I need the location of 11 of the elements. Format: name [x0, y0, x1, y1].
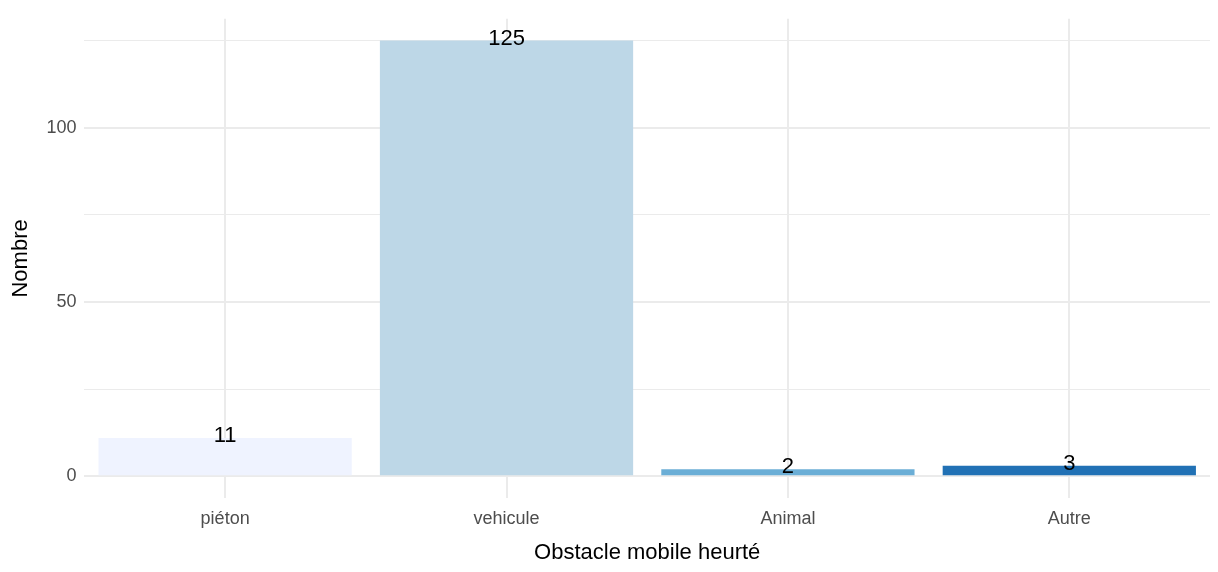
y-tick-label: 50	[56, 290, 77, 311]
x-tick-label: Autre	[1047, 507, 1091, 528]
y-tick-label: 0	[66, 465, 77, 486]
x-tick-label: piéton	[200, 507, 250, 528]
x-axis-title: Obstacle mobile heurté	[534, 538, 761, 564]
y-tick-label: 100	[46, 116, 77, 137]
x-tick-label: vehicule	[473, 507, 540, 528]
x-tick-label: Animal	[760, 507, 816, 528]
data-label: 11	[213, 421, 237, 447]
data-label: 125	[488, 24, 525, 50]
y-axis-title: Nombre	[7, 219, 33, 298]
